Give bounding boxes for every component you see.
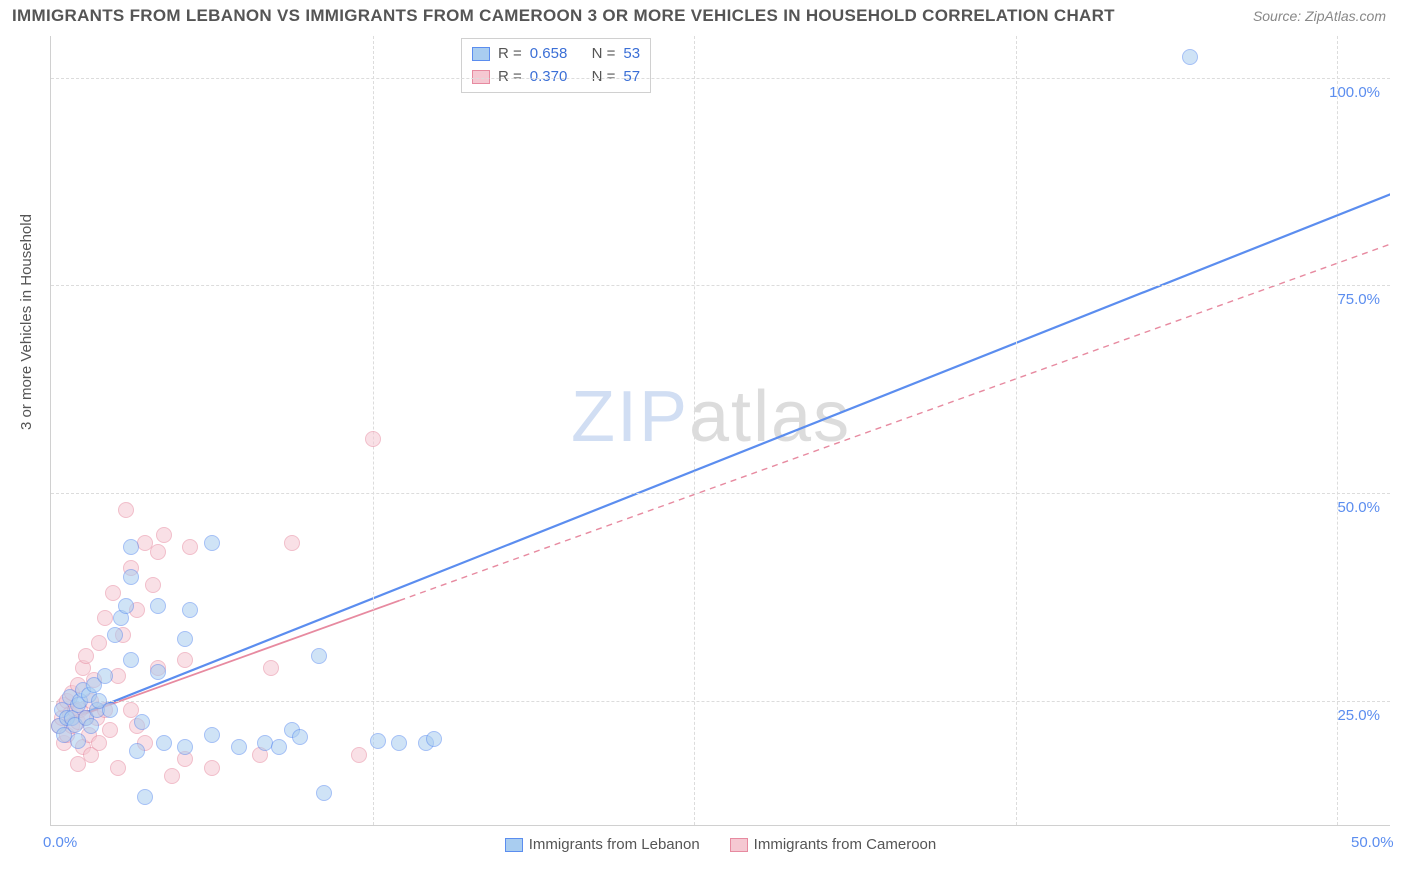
data-point — [182, 602, 198, 618]
data-point — [150, 664, 166, 680]
legend-row: R = 0.658 N = 53 — [472, 43, 640, 66]
data-point — [118, 598, 134, 614]
data-point — [102, 722, 118, 738]
data-point — [177, 631, 193, 647]
data-point — [156, 735, 172, 751]
gridline-h — [51, 493, 1390, 494]
data-point — [123, 569, 139, 585]
data-point — [107, 627, 123, 643]
data-point — [204, 760, 220, 776]
data-point — [150, 544, 166, 560]
legend-r-label: R = — [498, 43, 522, 66]
chart-source: Source: ZipAtlas.com — [1253, 8, 1386, 24]
data-point — [1182, 49, 1198, 65]
gridline-v — [694, 36, 695, 825]
data-point — [365, 431, 381, 447]
legend-label: Immigrants from Lebanon — [529, 836, 700, 853]
legend-n-value: 53 — [623, 43, 640, 66]
swatch-icon — [505, 838, 523, 852]
data-point — [91, 635, 107, 651]
data-point — [110, 760, 126, 776]
data-point — [145, 577, 161, 593]
legend-n-label: N = — [592, 43, 616, 66]
data-point — [150, 598, 166, 614]
data-point — [118, 502, 134, 518]
data-point — [123, 652, 139, 668]
x-tick-label: 0.0% — [43, 834, 77, 851]
scatter-chart: ZIPatlas R = 0.658 N = 53 R = 0.370 N = … — [50, 36, 1390, 826]
x-tick-label: 50.0% — [1351, 834, 1394, 851]
data-point — [70, 733, 86, 749]
data-point — [182, 539, 198, 555]
gridline-v — [1016, 36, 1017, 825]
trend-lines — [51, 36, 1390, 825]
data-point — [311, 648, 327, 664]
data-point — [284, 535, 300, 551]
data-point — [204, 535, 220, 551]
legend-item: Immigrants from Lebanon — [505, 836, 700, 853]
chart-title: IMMIGRANTS FROM LEBANON VS IMMIGRANTS FR… — [12, 6, 1115, 26]
data-point — [123, 539, 139, 555]
data-point — [391, 735, 407, 751]
swatch-icon — [730, 838, 748, 852]
data-point — [316, 785, 332, 801]
series-legend: Immigrants from Lebanon Immigrants from … — [51, 836, 1390, 853]
data-point — [263, 660, 279, 676]
data-point — [129, 743, 145, 759]
y-tick-label: 25.0% — [1337, 707, 1380, 724]
data-point — [105, 585, 121, 601]
data-point — [97, 668, 113, 684]
data-point — [134, 714, 150, 730]
data-point — [177, 739, 193, 755]
data-point — [83, 718, 99, 734]
watermark: ZIPatlas — [571, 376, 851, 458]
data-point — [370, 733, 386, 749]
y-tick-label: 75.0% — [1337, 291, 1380, 308]
legend-item: Immigrants from Cameroon — [730, 836, 937, 853]
data-point — [177, 652, 193, 668]
correlation-legend: R = 0.658 N = 53 R = 0.370 N = 57 — [461, 38, 651, 93]
data-point — [204, 727, 220, 743]
gridline-h — [51, 78, 1390, 79]
gridline-v — [1337, 36, 1338, 825]
data-point — [292, 729, 308, 745]
data-point — [156, 527, 172, 543]
y-axis-label: 3 or more Vehicles in Household — [18, 214, 35, 430]
data-point — [102, 702, 118, 718]
data-point — [271, 739, 287, 755]
data-point — [231, 739, 247, 755]
data-point — [137, 789, 153, 805]
gridline-h — [51, 285, 1390, 286]
data-point — [97, 610, 113, 626]
legend-label: Immigrants from Cameroon — [754, 836, 937, 853]
legend-r-value: 0.658 — [530, 43, 568, 66]
data-point — [426, 731, 442, 747]
data-point — [164, 768, 180, 784]
chart-header: IMMIGRANTS FROM LEBANON VS IMMIGRANTS FR… — [0, 0, 1406, 30]
gridline-h — [51, 701, 1390, 702]
data-point — [91, 735, 107, 751]
y-tick-label: 50.0% — [1337, 499, 1380, 516]
data-point — [78, 648, 94, 664]
swatch-icon — [472, 47, 490, 61]
data-point — [351, 747, 367, 763]
